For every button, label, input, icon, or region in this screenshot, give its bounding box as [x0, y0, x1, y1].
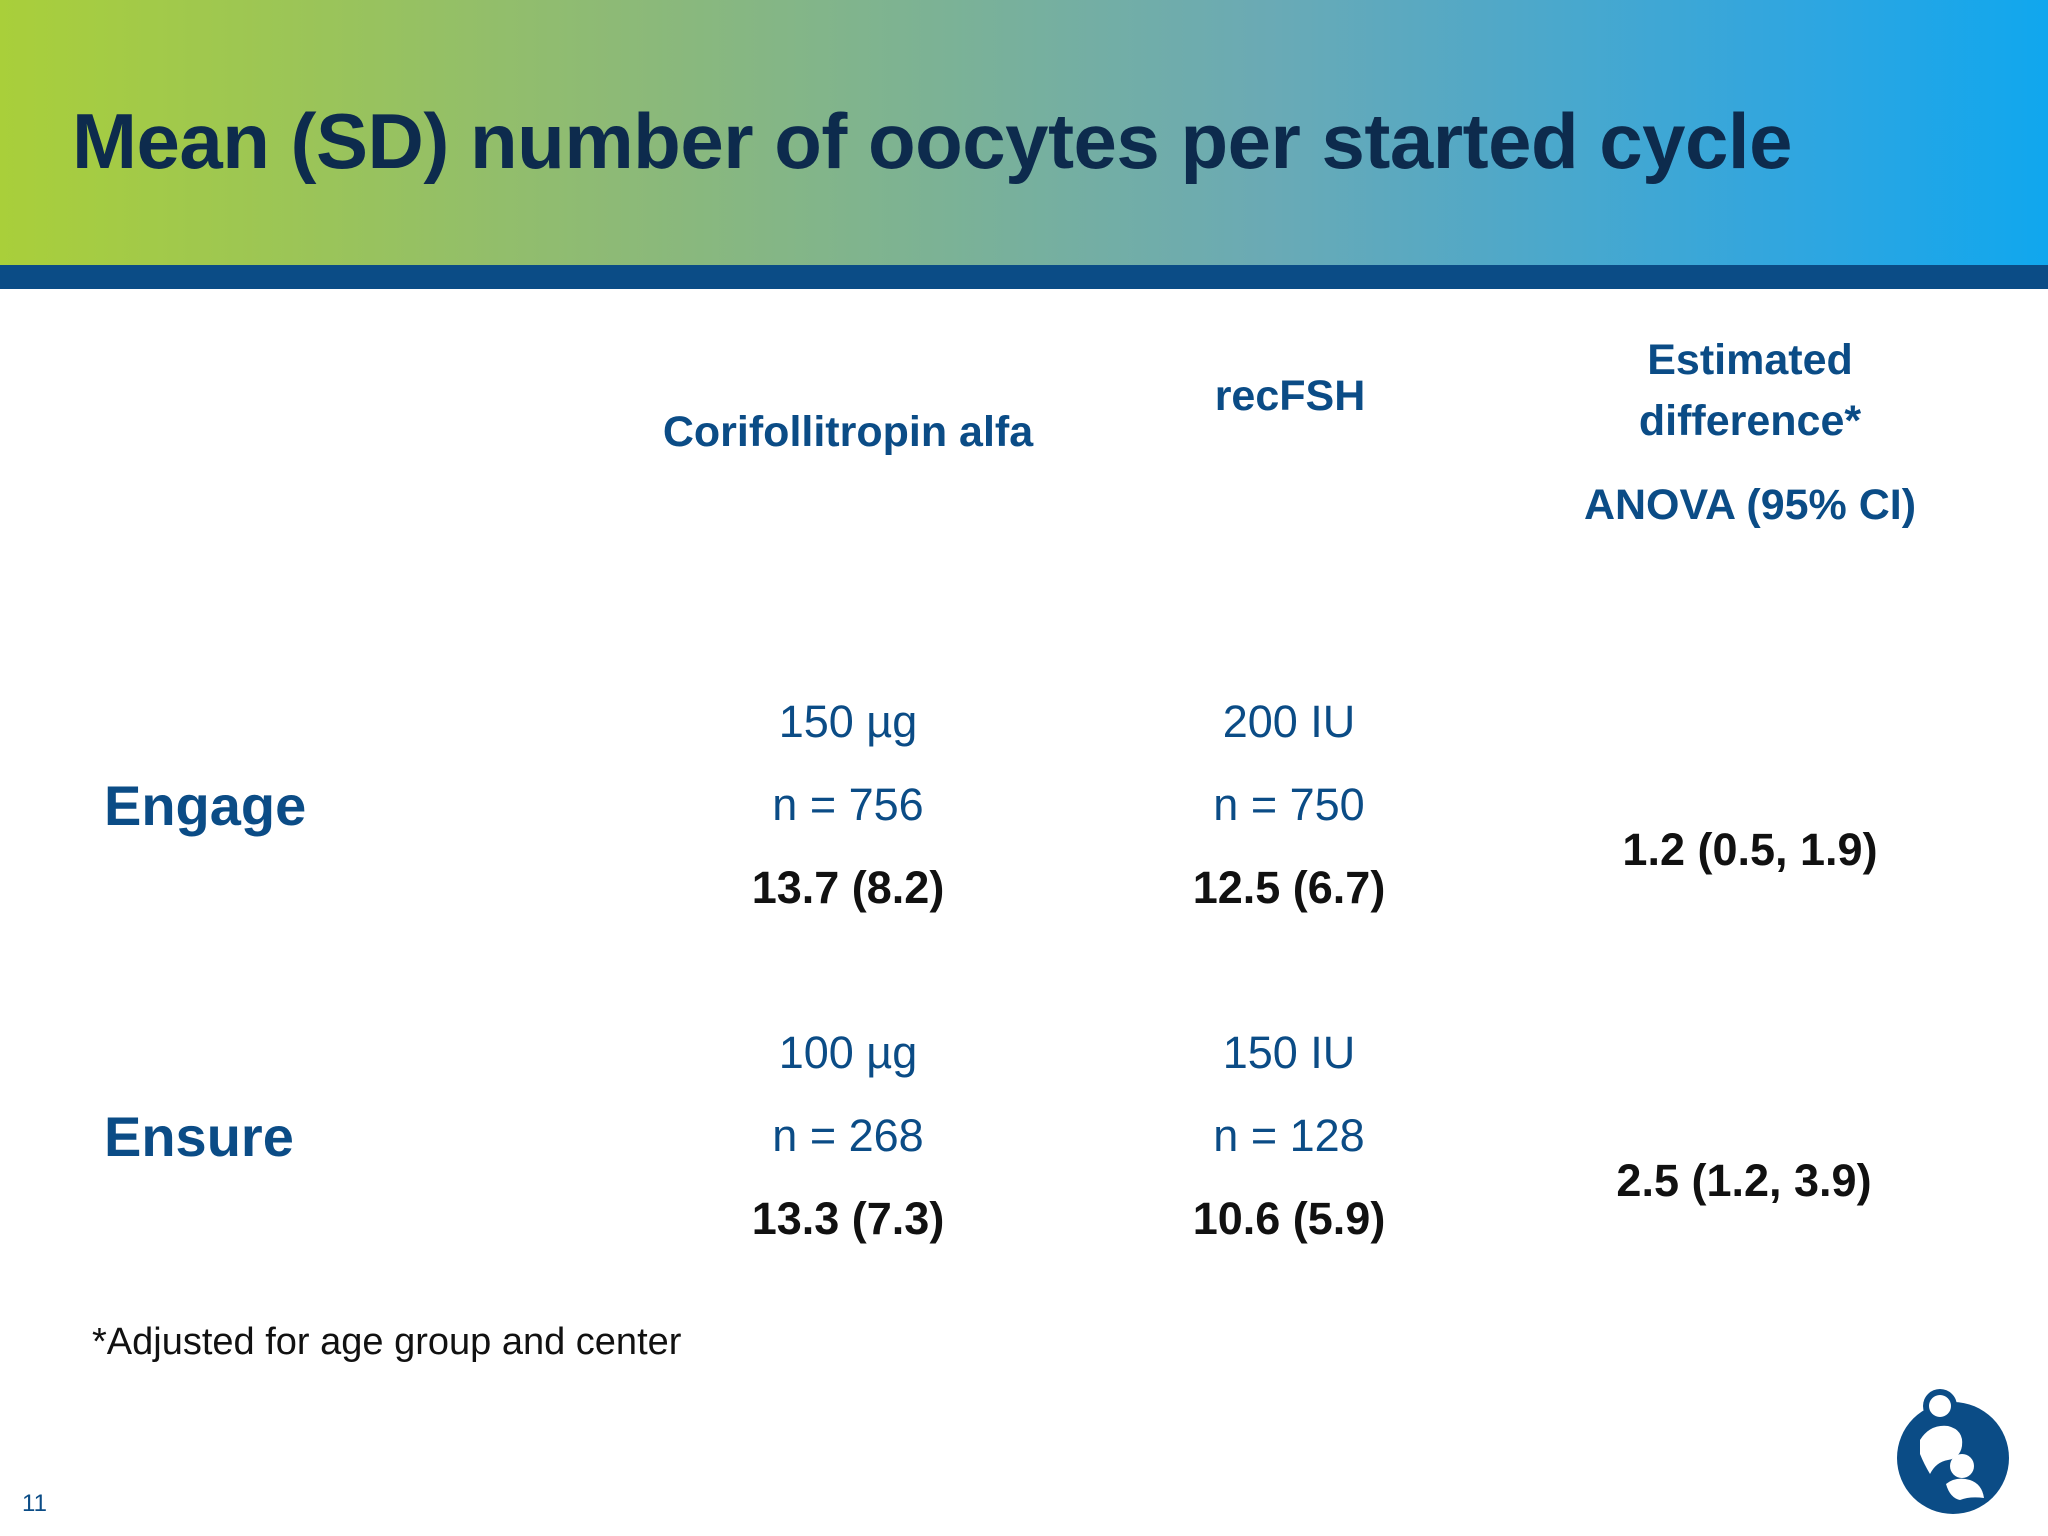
row-label-ensure: Ensure [104, 1105, 294, 1168]
slide-title: Mean (SD) number of oocytes per started … [72, 97, 1792, 185]
engage-corifollitropin-dose: 150 µg [778, 696, 918, 747]
ensure-recfsh-n: n = 128 [1213, 1110, 1365, 1161]
column-header-recfsh: recFSH [1214, 372, 1366, 420]
ensure-corifollitropin-dose: 100 µg [778, 1027, 918, 1078]
row-label-engage: Engage [104, 774, 307, 837]
header-banner [0, 0, 2048, 265]
engage-estimated-difference: 1.2 (0.5, 1.9) [1622, 824, 1878, 875]
ensure-corifollitropin-n: n = 268 [772, 1110, 924, 1161]
ensure-corifollitropin-mean-sd: 13.3 (7.3) [751, 1193, 945, 1244]
footnote: *Adjusted for age group and center [92, 1321, 682, 1363]
column-header-difference-line1: Estimated [1647, 336, 1853, 384]
column-header-difference-line3: ANOVA (95% CI) [1583, 481, 1917, 529]
ensure-recfsh-dose: 150 IU [1222, 1027, 1356, 1078]
page-number: 11 [22, 1490, 47, 1517]
column-header-difference-line2: difference* [1638, 397, 1862, 445]
ensure-recfsh-mean-sd: 10.6 (5.9) [1192, 1193, 1386, 1244]
parent-child-logo-icon [1897, 1389, 2009, 1514]
column-header-corifollitropin: Corifollitropin alfa [662, 408, 1034, 456]
engage-corifollitropin-mean-sd: 13.7 (8.2) [751, 862, 945, 913]
engage-recfsh-n: n = 750 [1213, 779, 1365, 830]
engage-recfsh-mean-sd: 12.5 (6.7) [1192, 862, 1386, 913]
header-divider-bar [0, 265, 2048, 289]
engage-recfsh-dose: 200 IU [1222, 696, 1356, 747]
ensure-estimated-difference: 2.5 (1.2, 3.9) [1616, 1155, 1872, 1206]
engage-corifollitropin-n: n = 756 [772, 779, 924, 830]
